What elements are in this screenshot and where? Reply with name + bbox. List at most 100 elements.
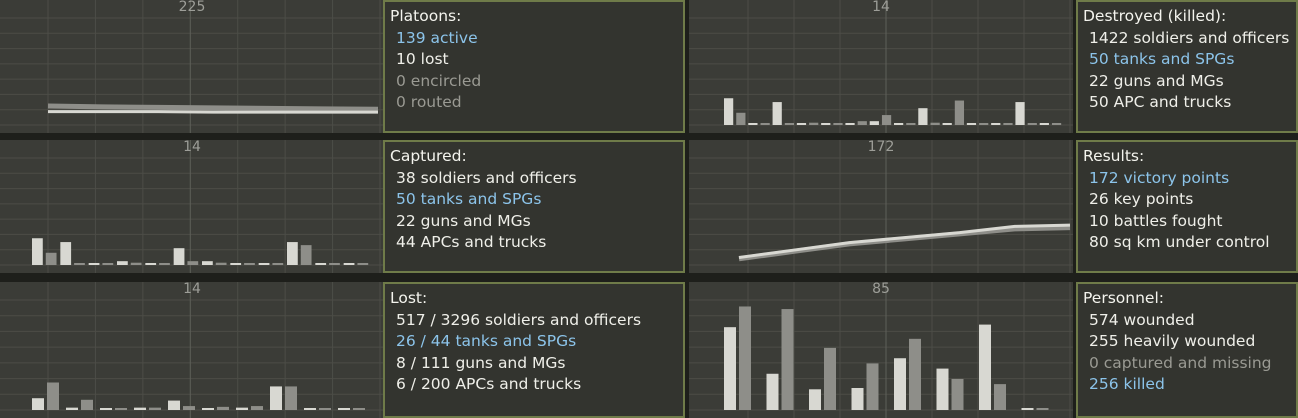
lost-line-apc: 6 / 200 APCs and trucks: [396, 375, 582, 393]
bar-secondary: [319, 408, 331, 410]
personnel-line-heavily-wounded: 255 heavily wounded: [1089, 332, 1256, 350]
bar-primary: [32, 398, 44, 410]
platoons-chart: 225: [0, 0, 384, 133]
platoons-chart-svg: [0, 0, 384, 133]
bar-secondary: [857, 121, 867, 125]
bar-secondary: [217, 406, 229, 410]
captured-chart: 14: [0, 139, 384, 273]
bar-secondary: [930, 122, 940, 125]
bar-secondary: [809, 122, 819, 125]
bar-secondary: [215, 262, 227, 265]
bar-primary: [236, 407, 248, 410]
personnel-chart-svg: [689, 282, 1073, 418]
bar-primary: [32, 238, 43, 265]
bar-primary: [258, 263, 270, 265]
bar-secondary: [736, 112, 746, 125]
bar-primary: [772, 102, 782, 125]
bar-primary: [202, 261, 213, 265]
bar-secondary: [81, 399, 93, 410]
personnel-chart: 85: [689, 281, 1073, 418]
personnel-line-captured-missing: 0 captured and missing: [1089, 353, 1272, 372]
chart-max-label: 85: [872, 281, 890, 297]
results-chart: 172: [689, 139, 1073, 273]
bar-secondary: [781, 309, 794, 410]
panel-title: Captured:: [390, 147, 467, 165]
bar-secondary: [1027, 123, 1037, 125]
bar-secondary: [824, 347, 836, 410]
lost-line-guns: 8 / 111 guns and MGs: [396, 353, 566, 372]
panel-title: Destroyed (killed):: [1083, 7, 1227, 25]
bar-primary: [894, 358, 906, 410]
bar-primary: [287, 242, 298, 265]
bar-secondary: [47, 382, 59, 410]
bar-secondary: [906, 123, 916, 125]
lost-line-tanks: 26 / 44 tanks and SPGs: [396, 332, 577, 350]
bar-primary: [343, 263, 355, 265]
bar-secondary: [357, 263, 369, 265]
bar-primary: [966, 123, 977, 125]
bar-primary: [821, 123, 831, 125]
bar-primary: [724, 98, 734, 125]
results-line-battles: 10 battles fought: [1089, 211, 1223, 230]
chart-max-label: 225: [178, 0, 206, 15]
bar-primary: [66, 407, 78, 410]
bar-secondary: [244, 263, 255, 265]
bar-primary: [869, 121, 879, 125]
bar-primary: [894, 123, 904, 125]
bar-secondary: [739, 306, 751, 410]
bar-secondary: [760, 123, 770, 125]
bar-primary: [918, 108, 928, 125]
chart-max-label: 172: [867, 139, 895, 155]
destroyed-chart: 14: [689, 0, 1073, 133]
bar-primary: [1015, 102, 1025, 125]
chart-max-label: 14: [872, 0, 890, 15]
bar-secondary: [183, 406, 195, 410]
bar-secondary: [979, 123, 989, 125]
bar-primary: [796, 123, 807, 125]
bar-primary: [173, 248, 185, 265]
bar-primary: [168, 400, 180, 410]
bar-secondary: [866, 363, 879, 410]
chart-max-label: 14: [183, 139, 201, 155]
destroyed-line-soldiers: 1422 soldiers and officers: [1089, 28, 1290, 47]
bar-secondary: [115, 408, 127, 410]
results-line-area: 80 sq km under control: [1089, 233, 1270, 251]
panel-title: Personnel:: [1083, 289, 1164, 307]
personnel-panel: Personnel: 574 wounded 255 heavily wound…: [1076, 282, 1298, 418]
bar-secondary: [994, 384, 1006, 410]
bar-primary: [202, 408, 214, 410]
bar-secondary: [833, 123, 843, 125]
lost-chart-svg: [0, 282, 384, 418]
bar-primary: [724, 327, 736, 410]
bar-primary: [809, 389, 821, 410]
bar-primary: [88, 263, 100, 265]
bar-primary: [942, 123, 952, 125]
bar-secondary: [329, 263, 340, 265]
series-line: [738, 225, 1071, 262]
bar-secondary: [74, 263, 85, 265]
bar-secondary: [1003, 123, 1013, 125]
results-line-victory: 172 victory points: [1089, 168, 1230, 187]
platoons-line-encircled: 0 encircled: [396, 71, 482, 90]
results-line-key-points: 26 key points: [1089, 190, 1194, 208]
platoons-line-routed: 0 routed: [396, 93, 462, 111]
results-panel: Results: 172 victory points 26 key point…: [1076, 140, 1298, 273]
chart-max-label: 14: [183, 281, 201, 297]
lost-chart: 14: [0, 281, 384, 418]
platoons-line-lost: 10 lost: [396, 50, 449, 68]
captured-line-guns: 22 guns and MGs: [396, 211, 531, 230]
bar-secondary: [159, 263, 170, 265]
bar-primary: [117, 261, 128, 265]
bar-primary: [748, 123, 758, 125]
bar-secondary: [909, 338, 921, 410]
personnel-line-wounded: 574 wounded: [1089, 310, 1195, 329]
personnel-line-killed: 256 killed: [1089, 375, 1165, 393]
bar-secondary: [1051, 123, 1062, 125]
platoons-panel: Platoons: 139 active 10 lost 0 encircled…: [383, 0, 685, 133]
bar-primary: [766, 373, 779, 410]
destroyed-line-apc: 50 APC and trucks: [1089, 93, 1232, 111]
panel-title: Results:: [1083, 147, 1145, 165]
bar-secondary: [784, 123, 795, 125]
bar-secondary: [272, 263, 284, 265]
bar-primary: [979, 324, 991, 410]
